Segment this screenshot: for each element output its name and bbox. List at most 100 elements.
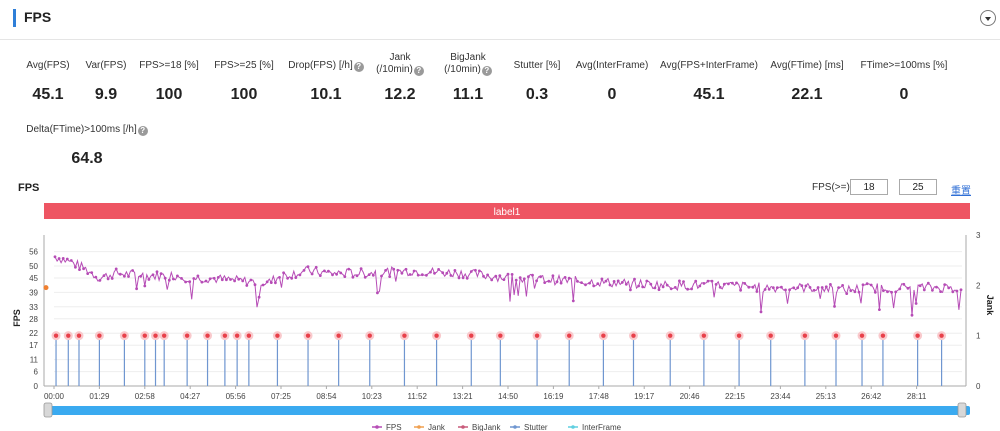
fps-series-line xyxy=(54,256,962,316)
metric-label: BigJank xyxy=(398,52,538,64)
help-icon[interactable]: ? xyxy=(413,66,424,76)
fps-point xyxy=(278,276,281,279)
fps-point xyxy=(739,288,742,292)
fps-point xyxy=(184,280,188,284)
fps-point xyxy=(269,281,273,284)
fps-point xyxy=(690,287,693,291)
legend-interframe[interactable]: InterFrame xyxy=(582,423,622,431)
metric-label-text: (/10min) xyxy=(444,64,481,75)
fps-point xyxy=(751,285,755,289)
fps-point xyxy=(302,269,306,272)
jank-marker-halo xyxy=(74,331,84,341)
time-range-slider[interactable] xyxy=(44,406,970,415)
fps-point xyxy=(490,278,494,282)
fps-point xyxy=(143,284,147,288)
fps-point xyxy=(796,286,800,290)
fps-point xyxy=(163,276,167,280)
fps-point xyxy=(706,279,710,283)
y-tick-label: 6 xyxy=(34,368,39,377)
fps-point xyxy=(906,286,910,290)
fps-point xyxy=(580,281,583,284)
fps-point xyxy=(384,269,387,272)
legend-bigjank[interactable]: BigJank xyxy=(472,423,501,431)
jank-marker-halo xyxy=(937,331,947,341)
x-tick-label: 11:52 xyxy=(407,392,427,401)
jank-marker-halo xyxy=(303,331,313,341)
fps-point xyxy=(412,269,416,273)
fps-point xyxy=(376,291,379,295)
jank-marker-halo xyxy=(766,331,776,341)
x-tick-label: 02:58 xyxy=(135,392,156,401)
metric-value: 0 xyxy=(607,86,617,103)
jank-marker xyxy=(53,333,59,338)
x-tick-label: 07:25 xyxy=(271,392,292,401)
fps-point xyxy=(588,281,591,285)
slider-handle-left[interactable] xyxy=(43,402,53,418)
fps-point xyxy=(53,255,57,259)
collapse-chevron-icon[interactable] xyxy=(980,10,996,26)
fps-point xyxy=(151,273,155,277)
x-tick-label: 17:48 xyxy=(589,392,610,401)
metric-label: Drop(FPS) [/h]? xyxy=(256,60,396,72)
slider-handle-right[interactable] xyxy=(957,402,967,418)
reset-link[interactable]: 重置 xyxy=(951,186,971,197)
metric-2: FPS>=18 [%] 100 xyxy=(99,60,239,105)
help-icon[interactable]: ? xyxy=(353,62,364,72)
fps-threshold-input-2[interactable] xyxy=(899,179,937,195)
metric-label-text: Avg(FPS+InterFrame) xyxy=(660,60,758,71)
fps-point xyxy=(433,271,436,275)
fps-point xyxy=(592,284,596,288)
y-tick-label: 0 xyxy=(34,382,39,391)
fps-point xyxy=(57,257,61,260)
fps-point xyxy=(159,272,163,275)
fps-point xyxy=(902,282,906,286)
fps-point xyxy=(661,285,665,289)
fps-point xyxy=(245,284,249,287)
fps-point xyxy=(147,278,151,281)
fps-point xyxy=(131,269,135,272)
fps-point xyxy=(943,283,947,286)
fps-point xyxy=(898,287,902,291)
fps-point xyxy=(616,279,620,283)
metric-1: Var(FPS) 9.9 xyxy=(36,60,176,105)
fps-point xyxy=(804,284,808,288)
jank-marker-halo xyxy=(334,331,344,341)
fps-point xyxy=(453,269,457,272)
fps-point xyxy=(747,285,751,289)
x-tick-label: 01:29 xyxy=(89,392,110,401)
fps-point xyxy=(318,274,322,277)
metric-label-text: Avg(FPS) xyxy=(26,60,70,71)
fps-point xyxy=(196,274,200,278)
fps-point xyxy=(78,268,81,271)
jank-marker-halo xyxy=(495,331,505,341)
x-tick-label: 23:44 xyxy=(770,392,791,401)
fps-point xyxy=(518,276,522,280)
legend-stutter[interactable]: Stutter xyxy=(524,423,548,431)
fps-point xyxy=(220,278,224,282)
fps-point xyxy=(792,286,796,290)
metric-label-text: Drop(FPS) [/h] xyxy=(288,60,353,71)
fps-point xyxy=(931,288,934,292)
fps-point xyxy=(686,287,689,291)
x-tick-label: 16:19 xyxy=(543,392,564,401)
fps-point xyxy=(408,273,412,276)
help-icon[interactable]: ? xyxy=(137,126,148,136)
fps-point xyxy=(567,276,571,280)
help-icon[interactable]: ? xyxy=(481,66,492,76)
fps-point xyxy=(918,284,922,288)
jank-marker xyxy=(915,333,920,338)
y-tick-label: 22 xyxy=(29,329,38,338)
fps-threshold-input-1[interactable] xyxy=(850,179,888,195)
metric-10: Avg(FTime) [ms] 22.1 xyxy=(737,60,877,105)
fps-point xyxy=(926,281,930,285)
fps-point xyxy=(494,274,498,278)
legend-fps[interactable]: FPS xyxy=(386,423,402,431)
legend-jank[interactable]: Jank xyxy=(428,423,446,431)
jank-marker-halo xyxy=(699,331,709,341)
fps-point xyxy=(522,277,526,281)
jank-marker-halo xyxy=(432,331,442,341)
y2-tick-label: 3 xyxy=(976,231,981,240)
legend-swatch-dot xyxy=(461,425,465,429)
fps-point xyxy=(861,283,865,287)
fps-point xyxy=(482,274,485,278)
